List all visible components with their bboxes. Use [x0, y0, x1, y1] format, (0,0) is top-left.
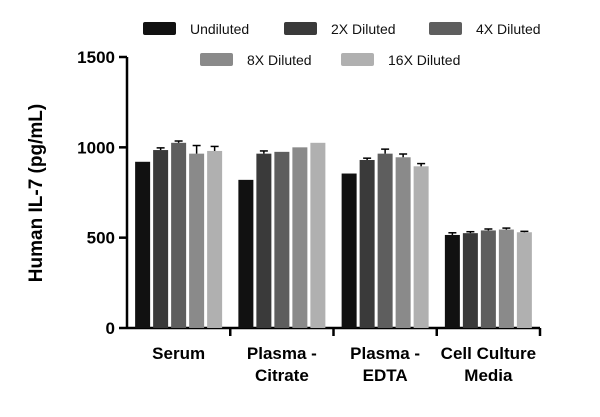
bar	[238, 179, 254, 328]
bar	[274, 151, 290, 328]
bar	[256, 153, 272, 328]
x-category-label: Media	[464, 366, 513, 385]
bar	[413, 166, 429, 328]
bar	[498, 229, 514, 328]
bar	[292, 147, 308, 328]
legend-label: 8X Diluted	[247, 52, 312, 68]
x-category-label: Serum	[152, 344, 205, 363]
bar	[135, 161, 151, 328]
y-tick-label: 0	[106, 319, 115, 338]
y-tick-label: 500	[87, 229, 115, 248]
legend-swatch	[200, 53, 233, 66]
bar	[189, 153, 205, 328]
x-category-label: Plasma -	[350, 344, 420, 363]
x-category-label: Plasma -	[247, 344, 317, 363]
x-axis: Serum Plasma - Citrate Plasma - EDTA Cell Cul…	[127, 326, 542, 385]
y-tick-label: 1000	[77, 138, 115, 157]
bar	[171, 142, 187, 328]
y-axis: 0 500 1000 1500	[77, 48, 129, 338]
bar	[341, 173, 357, 328]
bars-group	[135, 140, 532, 328]
bar	[153, 150, 169, 328]
bar	[359, 159, 375, 328]
bar	[516, 232, 532, 328]
legend-swatch	[341, 53, 374, 66]
x-category-label: Cell Culture	[441, 344, 536, 363]
bar	[480, 230, 496, 328]
legend-label: 16X Diluted	[388, 52, 460, 68]
legend-label: Undiluted	[190, 21, 249, 37]
legend-swatch	[284, 22, 317, 35]
bar	[310, 142, 326, 328]
bar	[207, 150, 223, 328]
y-axis-label-group: Human IL-7 (pg/mL)	[26, 104, 47, 282]
x-category-label: EDTA	[363, 366, 408, 385]
bar	[377, 153, 393, 328]
legend-swatch	[429, 22, 462, 35]
bar	[444, 234, 460, 328]
legend-swatch	[143, 22, 176, 35]
bar	[462, 233, 478, 328]
legend-label: 2X Diluted	[331, 21, 396, 37]
bar	[395, 157, 411, 328]
y-tick-label: 1500	[77, 48, 115, 67]
legend-label: 4X Diluted	[476, 21, 541, 37]
x-category-label: Citrate	[255, 366, 309, 385]
chart-legend: Undiluted 2X Diluted 4X Diluted 8X Diluted 1…	[143, 21, 541, 68]
y-axis-label: Human IL-7 (pg/mL)	[26, 104, 47, 282]
